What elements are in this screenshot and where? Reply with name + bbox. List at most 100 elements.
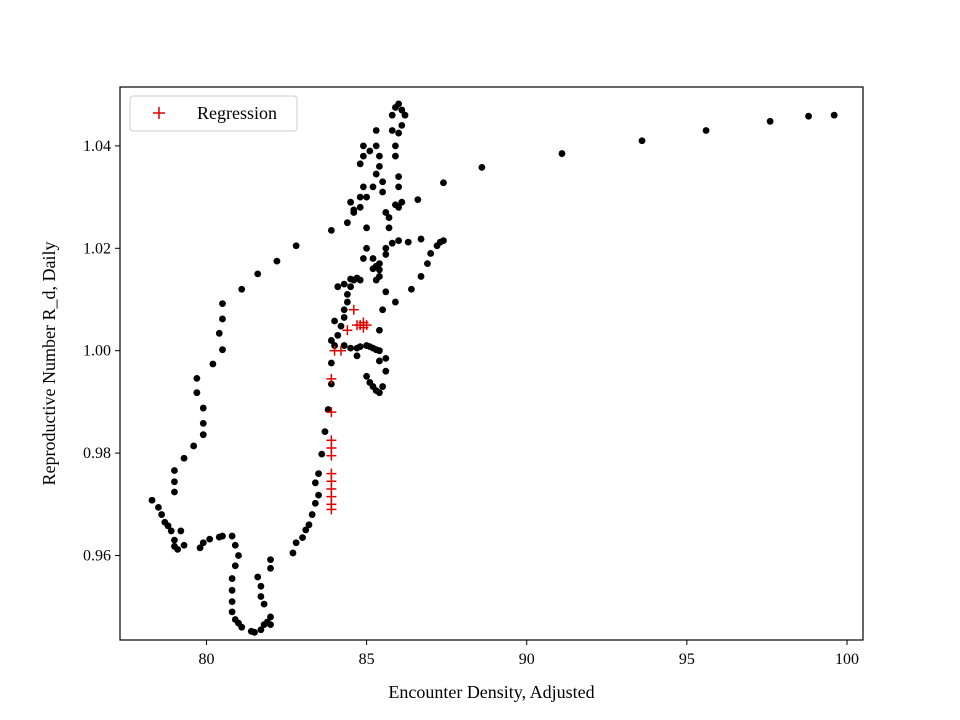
data-point [267,621,274,629]
data-point [395,173,403,181]
data-point [231,562,239,570]
regression-point [351,320,362,331]
regression-point [326,407,337,418]
data-point [171,478,178,486]
data-point [238,285,246,293]
data-point [219,300,226,307]
y-tick-label-3: 1.02 [83,240,111,257]
data-point [363,193,370,201]
regression-point [326,450,337,461]
data-point [171,467,178,474]
data-point [376,273,383,280]
data-point [379,188,387,196]
data-point [311,479,319,487]
ticks-layer: 80 85 90 95 100 0.96 0.98 1.00 1.02 1.04 [83,138,859,668]
legend-marker-regression [153,107,165,119]
data-point [238,623,246,631]
data-point [376,357,383,365]
x-tick-label-2: 90 [519,651,535,668]
data-point [350,206,358,214]
data-point [315,491,322,499]
data-point [395,183,403,191]
data-point [417,235,425,243]
points-layer [148,100,838,636]
data-point [171,542,178,550]
data-point [356,203,364,211]
data-point [766,117,774,125]
data-point [638,137,646,145]
legend-label-regression: Regression [197,103,277,123]
data-point [324,406,332,413]
data-point [228,575,236,582]
data-point [257,582,265,590]
data-point [292,242,300,250]
data-point [337,322,345,330]
y-axis-label: Reproductive Number R_d, Daily [39,242,59,486]
data-point [171,536,178,544]
data-point [356,160,364,168]
data-point [398,198,406,206]
data-point [369,183,377,191]
data-point [347,275,354,283]
data-point [343,219,351,227]
x-tick-label-0: 80 [198,651,214,668]
x-tick-label-3: 95 [679,651,695,668]
data-point [308,511,316,518]
data-point [353,352,361,360]
data-point [376,389,383,397]
data-point [372,170,380,178]
data-point [379,306,387,314]
data-point [199,431,207,439]
data-point [343,290,351,298]
data-point [318,450,326,458]
data-point [228,598,236,605]
data-point [558,150,566,157]
data-point [235,552,242,559]
data-point [327,337,335,344]
data-point [369,255,377,262]
plot-area [119,86,864,641]
data-point [372,142,380,150]
data-point [196,544,204,552]
y-tick-label-2: 1.00 [83,343,111,360]
data-point [417,273,425,280]
data-point [231,541,239,549]
data-point [254,573,262,581]
data-point [356,276,364,284]
data-point [356,343,364,351]
data-point [359,255,367,262]
data-point [805,112,812,120]
data-point [382,209,390,216]
data-point [190,442,198,450]
data-point [180,454,188,462]
data-point [340,280,348,288]
data-point [340,314,348,321]
data-point [257,593,265,600]
data-point [167,527,175,535]
data-point [379,178,387,186]
data-point [327,226,335,234]
data-point [379,383,387,390]
data-point [199,404,207,412]
data-point [392,298,399,306]
data-point [478,163,486,171]
data-point [206,535,214,543]
data-point [363,244,370,252]
data-point [376,260,383,268]
data-point [331,317,338,325]
data-point [209,360,217,368]
data-point [340,306,348,314]
data-point [219,315,226,323]
data-point [372,127,380,134]
data-point [343,298,351,306]
data-point [395,237,403,245]
data-point [395,100,403,108]
data-point [219,532,226,540]
data-point [199,420,207,427]
data-point [215,329,223,337]
data-point [347,283,354,291]
regression-point [358,322,369,333]
data-point [830,111,838,119]
data-point [158,511,166,518]
